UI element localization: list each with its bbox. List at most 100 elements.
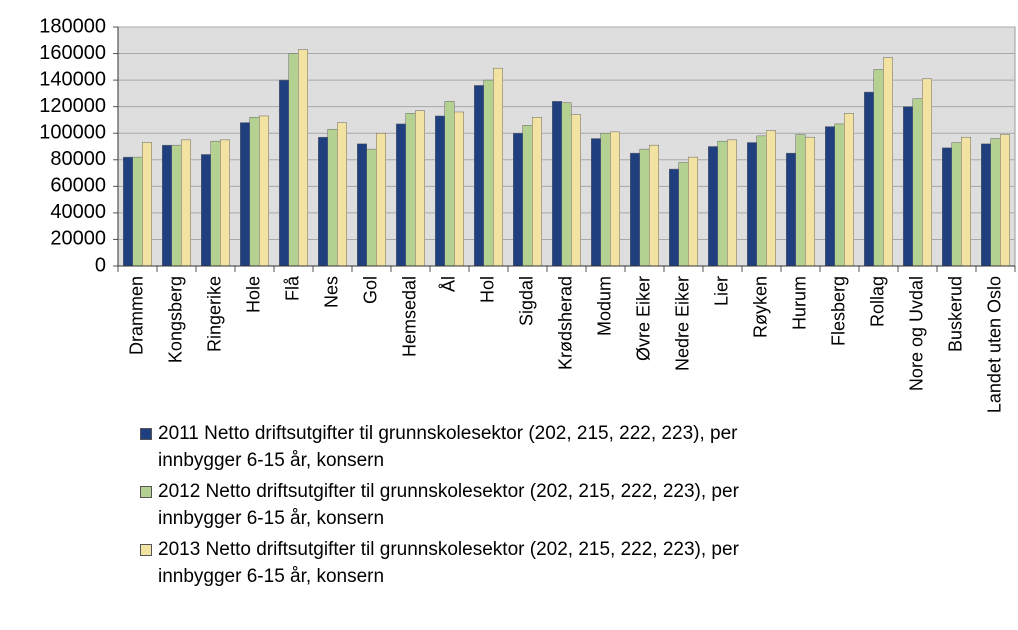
x-tick-label: Rollag: [867, 276, 887, 327]
bar: [825, 126, 835, 267]
bar: [717, 140, 728, 267]
y-tick-label: 120000: [39, 95, 106, 117]
bar: [444, 101, 455, 267]
x-tick-label: Ål: [438, 276, 458, 292]
bar: [298, 49, 308, 267]
bar: [259, 115, 269, 267]
bar: [415, 110, 425, 267]
legend-item: 2012 Netto driftsutgifter til grunnskole…: [140, 478, 780, 532]
bar: [883, 57, 893, 267]
x-tick-label: Nore og Uvdal: [906, 276, 926, 391]
bar: [162, 144, 172, 267]
chart: 0 20000 40000 60000 80000 100000 120000 140000 1…: [39, 15, 1016, 413]
bar: [747, 142, 757, 267]
bar: [805, 136, 815, 267]
x-tick-label: Nes: [321, 276, 341, 308]
bar: [483, 79, 494, 267]
y-tick-label: 20000: [50, 228, 106, 250]
x-tick-label: Røyken: [750, 276, 770, 338]
legend: 2011 Netto driftsutgifter til grunnskole…: [140, 420, 780, 594]
legend-item: 2011 Netto driftsutgifter til grunnskole…: [140, 420, 780, 474]
bar: [337, 122, 347, 267]
bar: [454, 111, 464, 267]
legend-swatch: [140, 428, 152, 440]
bar: [532, 117, 542, 267]
bar: [405, 113, 416, 267]
bar: [844, 113, 854, 267]
bar: [981, 143, 991, 267]
bar: [318, 136, 328, 267]
bar: [201, 154, 211, 267]
bar: [220, 139, 230, 267]
x-tick-label: Landet uten Oslo: [984, 276, 1004, 413]
bar: [669, 168, 679, 267]
x-tick-label: Krødsherad: [555, 276, 575, 370]
legend-label: 2013 Netto driftsutgifter til grunnskole…: [158, 539, 739, 587]
bar: [366, 148, 377, 267]
bar: [396, 123, 406, 267]
x-tick-label: Lier: [711, 276, 731, 306]
bar: [171, 144, 182, 267]
bar: [951, 142, 962, 267]
bar: [786, 152, 796, 267]
x-tick-label: Ringerike: [204, 276, 224, 352]
bar: [678, 162, 689, 267]
x-tick-label: Hol: [477, 276, 497, 303]
y-tick-label: 60000: [50, 175, 106, 197]
bar: [727, 139, 737, 267]
x-tick-label: Hurum: [789, 276, 809, 330]
x-tick-label: Sigdal: [516, 276, 536, 326]
bar: [474, 85, 484, 267]
bar: [181, 139, 191, 267]
x-tick-label: Øvre Eiker: [633, 276, 653, 361]
x-tick-label: Flå: [282, 275, 302, 301]
bar: [210, 140, 221, 267]
y-tick-label: 140000: [39, 68, 106, 90]
bar: [591, 138, 601, 267]
bar: [649, 144, 659, 267]
bar: [903, 106, 913, 267]
bar: [766, 130, 776, 267]
legend-swatch: [140, 486, 152, 498]
x-tick-label: Kongsberg: [165, 276, 185, 363]
legend-label: 2011 Netto driftsutgifter til grunnskole…: [158, 423, 738, 471]
y-tick-label: 160000: [39, 42, 106, 64]
bar: [864, 91, 874, 267]
bar: [123, 156, 133, 267]
bar: [610, 131, 620, 267]
bar: [142, 142, 152, 267]
bar: [912, 98, 923, 267]
bar: [630, 152, 640, 267]
bar: [639, 148, 650, 267]
bar: [357, 143, 367, 267]
bar: [600, 132, 611, 267]
bar: [990, 138, 1001, 267]
bar: [756, 135, 767, 267]
bar: [922, 78, 932, 267]
bar: [1000, 134, 1010, 267]
bar: [513, 132, 523, 267]
bar: [571, 114, 581, 267]
bar: [688, 156, 698, 267]
bar: [961, 136, 971, 267]
legend-item: 2013 Netto driftsutgifter til grunnskole…: [140, 536, 780, 590]
bar: [327, 128, 338, 267]
bar: [249, 117, 260, 267]
bar: [522, 125, 533, 267]
x-tick-label: Flesberg: [828, 276, 848, 346]
bar: [288, 53, 299, 267]
bar: [279, 79, 289, 267]
bar: [240, 122, 250, 267]
bar: [376, 132, 386, 267]
x-tick-label: Drammen: [126, 276, 146, 355]
y-tick-label: 80000: [50, 148, 106, 170]
bar: [493, 67, 503, 267]
bar: [942, 147, 952, 267]
bar: [795, 134, 806, 267]
bar: [708, 146, 718, 267]
x-tick-label: Nedre Eiker: [672, 276, 692, 371]
bar: [873, 69, 884, 267]
bar: [435, 115, 445, 267]
x-tick-label: Buskerud: [945, 276, 965, 352]
